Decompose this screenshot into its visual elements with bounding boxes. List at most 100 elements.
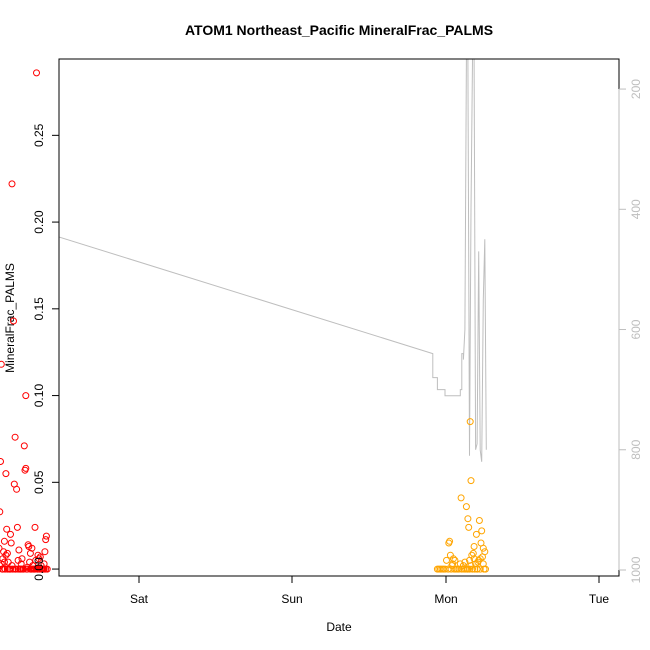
data-point xyxy=(479,544,487,552)
secondary-tick-label: 1000 xyxy=(629,556,643,583)
data-point xyxy=(465,523,473,531)
altitude-line-group xyxy=(59,59,487,462)
data-point xyxy=(0,458,4,465)
data-point xyxy=(0,548,8,556)
data-point xyxy=(478,527,486,535)
y-tick-label: 0.10 xyxy=(32,384,46,408)
data-point xyxy=(14,556,22,564)
y-axis-label: MineralFrac_PALMS xyxy=(3,263,17,373)
secondary-tick-label: 800 xyxy=(629,439,643,459)
plot-frame xyxy=(58,58,620,577)
data-point xyxy=(462,503,470,511)
y-axis: 0.00 0.05 0.10 0.15 0.20 0.25 xyxy=(32,123,60,581)
data-point xyxy=(0,562,4,570)
data-point xyxy=(2,470,10,478)
data-point xyxy=(20,565,27,573)
data-point xyxy=(464,515,472,523)
data-point xyxy=(35,555,43,563)
data-point xyxy=(469,549,477,557)
secondary-tick-label: 600 xyxy=(629,319,643,339)
data-point xyxy=(7,539,15,547)
data-point xyxy=(31,565,39,573)
data-point xyxy=(0,565,7,573)
data-point xyxy=(2,551,10,559)
y-tick-label: 0.20 xyxy=(32,210,46,234)
data-point xyxy=(467,562,475,570)
data-point xyxy=(36,553,44,561)
chart-title: ATOM1 Northeast_Pacific MineralFrac_PALM… xyxy=(185,22,493,38)
data-point xyxy=(459,562,467,570)
y-tick-label: 0.15 xyxy=(32,297,46,321)
data-point xyxy=(41,548,49,556)
series-0 xyxy=(0,69,51,573)
data-point xyxy=(7,565,14,573)
data-point xyxy=(9,565,17,573)
data-point xyxy=(18,555,26,563)
data-point xyxy=(466,418,474,426)
data-point xyxy=(4,558,12,566)
data-point xyxy=(42,532,50,540)
data-point xyxy=(479,560,487,568)
data-point xyxy=(0,566,2,573)
data-point xyxy=(28,544,36,552)
altitude-line xyxy=(59,59,487,462)
x-axis-label: Date xyxy=(326,620,352,634)
data-point xyxy=(476,555,484,563)
data-point xyxy=(10,317,17,325)
y-tick-label: 0.05 xyxy=(32,470,46,494)
data-point xyxy=(31,523,39,531)
data-point xyxy=(22,464,30,472)
data-point xyxy=(13,485,21,493)
data-point xyxy=(472,530,480,538)
data-point xyxy=(457,494,465,502)
data-point xyxy=(1,565,9,573)
data-point xyxy=(0,508,4,516)
data-point xyxy=(476,565,484,573)
data-point xyxy=(3,549,11,557)
data-point xyxy=(0,544,3,552)
data-point xyxy=(13,523,21,531)
data-point xyxy=(22,392,30,400)
data-point xyxy=(473,565,481,573)
secondary-tick-label: 400 xyxy=(629,199,643,219)
data-point xyxy=(20,442,28,450)
data-point xyxy=(33,69,40,77)
data-point xyxy=(8,180,16,188)
secondary-tick-label: 200 xyxy=(629,79,643,99)
x-tick-label: Sun xyxy=(281,592,302,606)
data-point xyxy=(0,558,8,566)
data-point xyxy=(17,565,25,573)
x-tick-label: Tue xyxy=(589,592,610,606)
data-point xyxy=(42,565,50,573)
series-1 xyxy=(433,418,489,573)
plot-area xyxy=(0,59,489,573)
data-point xyxy=(475,517,483,524)
x-tick-label: Sat xyxy=(130,592,149,606)
x-tick-label: Mon xyxy=(434,592,457,606)
data-point xyxy=(471,565,479,573)
secondary-y-axis: 200 400 600 800 1000 xyxy=(618,79,643,583)
data-point xyxy=(451,556,459,564)
data-point xyxy=(443,556,450,564)
data-point xyxy=(446,537,454,545)
data-point xyxy=(0,360,5,368)
data-point xyxy=(481,548,489,556)
data-point xyxy=(475,556,483,564)
x-axis: Sat Sun Mon Tue xyxy=(130,576,609,606)
data-point xyxy=(7,530,14,538)
data-point xyxy=(470,543,478,550)
y-tick-label: 0.25 xyxy=(32,123,46,147)
data-point xyxy=(0,537,8,545)
data-point xyxy=(449,555,457,563)
data-point xyxy=(468,551,476,559)
data-point xyxy=(461,558,469,566)
data-point xyxy=(42,536,50,544)
y-tick-label: 0.00 xyxy=(32,557,46,581)
data-point xyxy=(15,546,23,554)
data-point xyxy=(466,565,473,573)
data-point xyxy=(469,565,476,573)
data-point xyxy=(11,433,19,441)
data-point xyxy=(467,477,475,485)
data-point xyxy=(3,525,11,533)
